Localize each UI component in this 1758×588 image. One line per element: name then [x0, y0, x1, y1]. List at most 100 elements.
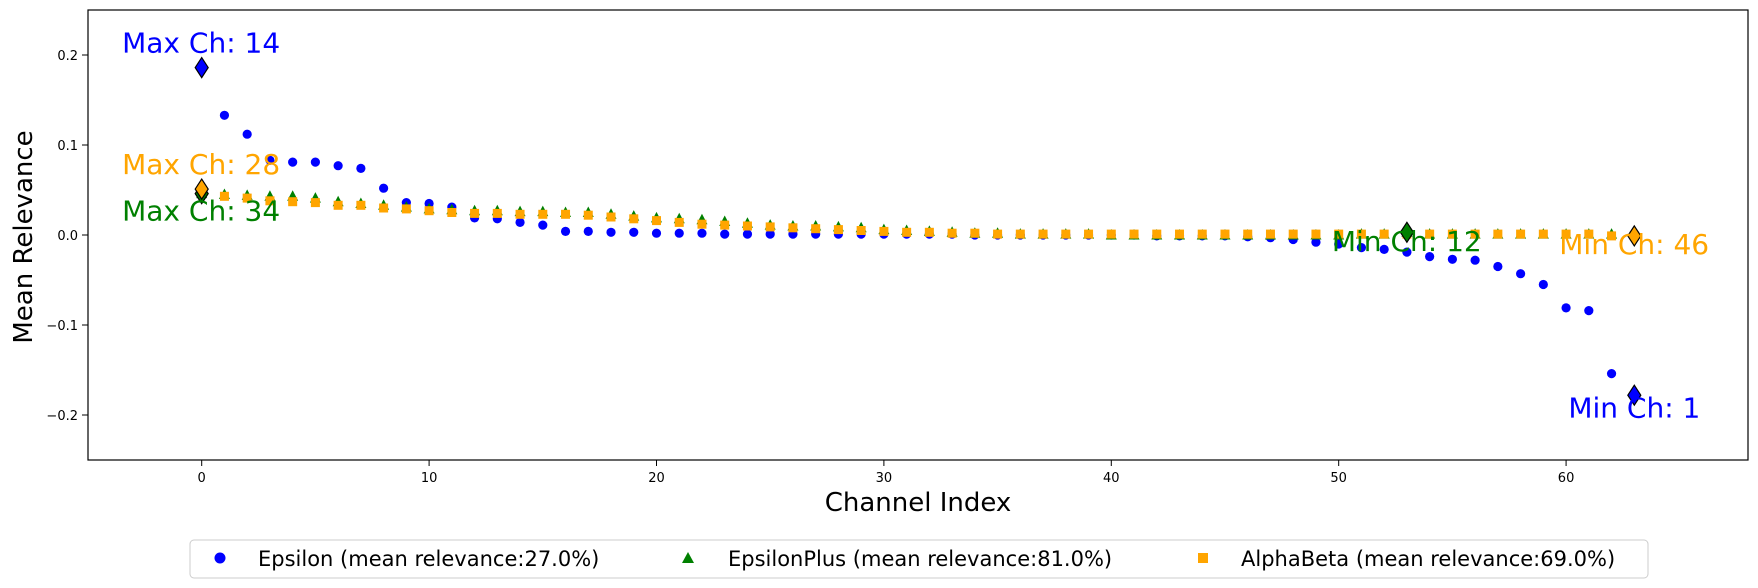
data-point	[1356, 243, 1367, 253]
annotation-label: Min Ch: 1	[1568, 392, 1700, 425]
data-point	[538, 220, 548, 230]
data-point	[788, 223, 798, 233]
data-point	[970, 228, 980, 238]
data-point	[1538, 229, 1548, 239]
data-point	[379, 183, 389, 193]
y-tick-label: 0.0	[57, 229, 78, 244]
data-point	[1129, 229, 1139, 239]
data-point	[1015, 229, 1025, 239]
data-point	[1470, 255, 1480, 265]
data-point	[1516, 229, 1526, 239]
data-point	[651, 228, 662, 238]
x-tick-label: 40	[1103, 471, 1120, 486]
x-tick-label: 60	[1558, 471, 1575, 486]
legend-label-alphabeta: AlphaBeta (mean relevance:69.0%)	[1241, 547, 1615, 571]
data-point	[470, 208, 480, 218]
data-point	[1379, 244, 1389, 254]
data-point	[219, 110, 230, 120]
data-point	[242, 129, 252, 139]
legend-label-epsilonplus: EpsilonPlus (mean relevance:81.0%)	[728, 547, 1112, 571]
data-point	[606, 212, 616, 222]
data-point	[538, 209, 548, 219]
y-tick-label: 0.2	[57, 49, 78, 64]
y-tick-label: 0.1	[57, 139, 78, 154]
data-point	[1106, 229, 1116, 239]
data-point	[265, 196, 275, 206]
data-point	[242, 193, 252, 203]
legend: Epsilon (mean relevance:27.0%) EpsilonPl…	[189, 539, 1649, 579]
annotations: Max Ch: 14 Max Ch: 28 Max Ch: 34 Min Ch: 12…	[122, 26, 1709, 424]
data-point	[856, 226, 866, 235]
data-point	[1265, 229, 1275, 239]
extreme-markers	[194, 56, 1642, 407]
data-point	[924, 227, 934, 237]
annotation-label: Min Ch: 46	[1559, 228, 1709, 261]
data-point	[674, 217, 684, 227]
data-point	[651, 216, 661, 226]
data-point	[1311, 237, 1321, 247]
data-point	[1447, 229, 1457, 239]
data-point	[1061, 229, 1071, 239]
data-point	[1084, 229, 1094, 239]
data-point	[1175, 229, 1185, 239]
annotation-label: Max Ch: 34	[122, 195, 280, 228]
data-point	[1470, 229, 1480, 239]
data-point	[1606, 369, 1617, 379]
data-point	[560, 226, 571, 236]
x-axis: 0 10 20 30 40 50 60	[198, 460, 1575, 486]
data-point	[606, 227, 616, 237]
data-point	[561, 209, 571, 219]
data-point	[1220, 229, 1230, 239]
data-point	[879, 226, 889, 236]
data-point	[1197, 229, 1207, 239]
data-point	[379, 203, 389, 213]
data-point	[902, 227, 912, 237]
data-point	[265, 155, 275, 165]
data-point	[1447, 254, 1457, 264]
data-point	[1561, 229, 1571, 239]
extreme-marker	[194, 177, 209, 201]
legend-marker-epsilon	[214, 552, 226, 564]
data-point	[583, 226, 593, 236]
legend-marker-epsilonplus	[682, 552, 694, 563]
data-point	[697, 219, 707, 229]
data-point	[1584, 229, 1594, 239]
data-point	[1288, 229, 1298, 239]
data-point	[993, 229, 1003, 239]
data-point	[1607, 231, 1617, 241]
legend-frame	[189, 539, 1649, 579]
data-point	[310, 198, 320, 208]
data-point	[1243, 229, 1253, 239]
x-tick-label: 20	[648, 471, 665, 486]
data-point	[1493, 229, 1503, 239]
data-point	[674, 228, 684, 238]
data-point	[356, 200, 366, 210]
data-point	[742, 221, 752, 231]
data-point	[288, 157, 298, 167]
extreme-marker	[1627, 224, 1642, 248]
data-point	[1402, 247, 1412, 257]
data-point	[492, 208, 502, 218]
data-point	[1425, 252, 1435, 262]
y-axis: −0.2 −0.1 0.0 0.1 0.2	[46, 49, 88, 424]
data-point	[833, 225, 843, 235]
legend-label-epsilon: Epsilon (mean relevance:27.0%)	[258, 547, 599, 571]
y-tick-label: −0.2	[46, 409, 78, 424]
data-point	[1561, 303, 1571, 313]
data-point	[583, 210, 593, 220]
data-point	[401, 204, 411, 214]
data-point	[356, 163, 366, 173]
x-tick-label: 30	[876, 471, 893, 486]
data-point	[447, 208, 457, 217]
data-point	[333, 161, 343, 171]
annotation-label: Min Ch: 12	[1332, 225, 1482, 258]
data-point	[742, 229, 753, 239]
data-point	[219, 191, 229, 201]
annotation-label: Max Ch: 14	[122, 26, 280, 59]
y-tick-label: −0.1	[46, 319, 78, 334]
data-point	[288, 197, 298, 207]
data-point	[1379, 229, 1389, 239]
data-point	[1493, 261, 1503, 272]
legend-marker-alphabeta	[1198, 553, 1208, 563]
